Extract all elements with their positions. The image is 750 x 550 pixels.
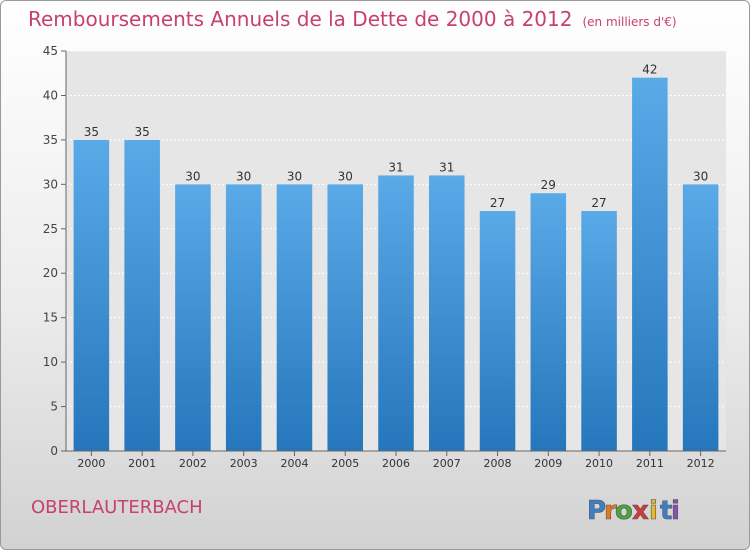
chart-title-text: Remboursements Annuels de la Dette de 20… [28, 7, 573, 31]
chart-title: Remboursements Annuels de la Dette de 20… [28, 7, 677, 31]
bar [124, 139, 160, 451]
commune-name: OBERLAUTERBACH [31, 497, 203, 518]
x-tick-label: 2010 [585, 457, 613, 470]
x-tick-label: 2002 [179, 457, 207, 470]
bar [327, 184, 363, 452]
bar [530, 193, 567, 451]
bar-value-label: 30 [236, 169, 251, 183]
bar-value-label: 27 [490, 196, 505, 210]
y-tick-label: 25 [43, 222, 58, 236]
y-tick-label: 10 [43, 355, 58, 369]
logo-letter: x [632, 496, 649, 526]
x-tick-label: 2008 [484, 457, 512, 470]
bar-value-label: 27 [591, 196, 606, 210]
x-tick-label: 2006 [382, 457, 410, 470]
bar-value-label: 30 [693, 169, 708, 183]
bar [632, 77, 668, 452]
x-tick-label: 2005 [331, 457, 359, 470]
bar [175, 184, 211, 452]
y-tick-label: 20 [43, 266, 58, 280]
bar [682, 184, 719, 452]
bar-value-label: 35 [84, 125, 99, 139]
y-tick-label: 35 [43, 133, 58, 147]
x-tick-label: 2000 [77, 457, 105, 470]
logo-letter: i [649, 496, 658, 526]
x-tick-label: 2003 [230, 457, 258, 470]
y-tick-label: 5 [50, 400, 58, 414]
logo-letter: P [587, 496, 606, 526]
bar [479, 211, 516, 451]
x-tick-label: 2007 [433, 457, 461, 470]
x-tick-label: 2004 [280, 457, 308, 470]
bar-value-label: 30 [287, 169, 302, 183]
x-tick-label: 2001 [128, 457, 156, 470]
bar [73, 139, 110, 451]
y-tick-label: 0 [50, 444, 58, 458]
bar [276, 184, 313, 452]
bar [429, 175, 465, 451]
bar-value-label: 42 [642, 63, 657, 77]
bar [581, 211, 617, 451]
logo-letter: o [615, 496, 633, 526]
bar [378, 175, 414, 451]
bar-value-label: 30 [338, 169, 353, 183]
logo-letter: i [671, 496, 680, 526]
y-tick-label: 45 [43, 44, 58, 58]
bar-value-label: 30 [185, 169, 200, 183]
x-tick-label: 2011 [636, 457, 664, 470]
logo-letter: r [604, 496, 617, 526]
logo-letter: t [660, 496, 672, 526]
y-tick-label: 30 [43, 177, 58, 191]
bar [225, 184, 262, 452]
bar-value-label: 29 [541, 178, 556, 192]
bar-value-label: 31 [439, 160, 454, 174]
x-tick-label: 2012 [687, 457, 715, 470]
x-tick-label: 2009 [534, 457, 562, 470]
bar-value-label: 35 [135, 125, 150, 139]
chart-unit-note: (en milliers d'€) [582, 15, 677, 29]
bar-value-label: 31 [388, 160, 403, 174]
y-tick-label: 40 [43, 88, 58, 102]
y-tick-label: 15 [43, 311, 58, 325]
